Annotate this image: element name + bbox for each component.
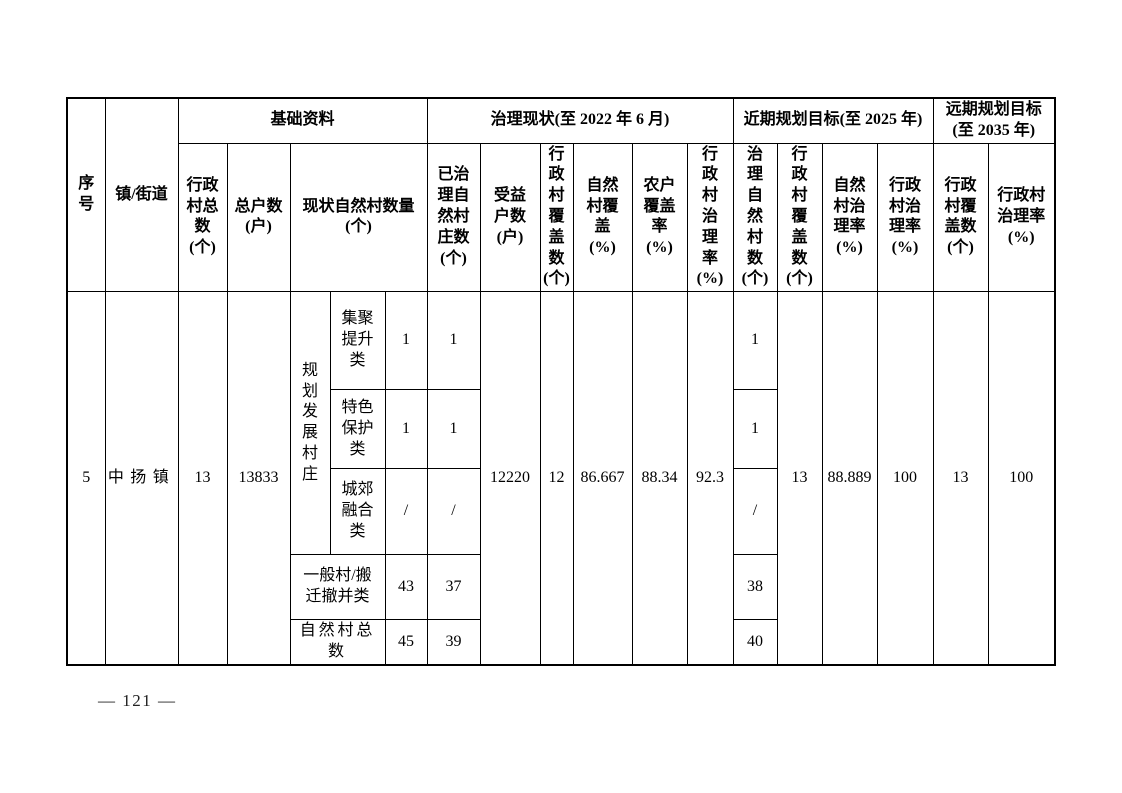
header-near-treated-natural: 治 理 自 然 村 数 (个) bbox=[732, 142, 778, 293]
cell-admin-covered: 12 bbox=[539, 291, 574, 666]
header-household-coverage-pct: 农户 覆盖 率 (%) bbox=[631, 142, 688, 293]
header-total-households: 总户数 (户) bbox=[226, 142, 291, 293]
header-group-status-2022: 治理现状(至 2022 年 6 月) bbox=[426, 97, 734, 144]
cell-category-special: 特色 保护 类 bbox=[329, 389, 386, 470]
cell-treated-count: 1 bbox=[426, 291, 481, 391]
cell-near-target: 38 bbox=[732, 554, 778, 621]
cell-households: 13833 bbox=[226, 291, 291, 666]
header-near-admin-rate: 行政 村治 理率 (%) bbox=[876, 142, 934, 293]
village-governance-table: 序 号 镇/街道 基础资料 治理现状(至 2022 年 6 月) 近期规划目标(… bbox=[66, 97, 1056, 666]
cell-near-target: 1 bbox=[732, 291, 778, 391]
page-number: — 121 — bbox=[98, 691, 177, 710]
cell-category-count: 43 bbox=[384, 554, 428, 621]
cell-category-count: 1 bbox=[384, 291, 428, 391]
header-current-natural-villages: 现状自然村数量 (个) bbox=[289, 142, 428, 293]
header-serial: 序 号 bbox=[66, 97, 106, 293]
cell-near-natural-rate: 88.889 bbox=[821, 291, 878, 666]
cell-town: 中扬镇 bbox=[104, 291, 179, 666]
header-natural-coverage-pct: 自然 村覆 盖 (%) bbox=[572, 142, 633, 293]
cell-near-admin-rate: 100 bbox=[876, 291, 934, 666]
cell-natural-coverage: 86.667 bbox=[572, 291, 633, 666]
header-group-long-term-2035: 远期规划目标 (至 2035 年) bbox=[932, 97, 1056, 144]
cell-natural-village-total-label: 自然村总数 bbox=[289, 619, 386, 666]
cell-treated-count: 39 bbox=[426, 619, 481, 666]
cell-treated-count: / bbox=[426, 468, 481, 556]
cell-category-count: 45 bbox=[384, 619, 428, 666]
cell-planned-villages-label: 规 划 发 展 村 庄 bbox=[289, 291, 331, 556]
cell-near-admin-covered: 13 bbox=[776, 291, 823, 666]
header-near-admin-covered: 行 政 村 覆 盖 数 (个) bbox=[776, 142, 823, 293]
cell-treated-count: 37 bbox=[426, 554, 481, 621]
cell-admin-total: 13 bbox=[177, 291, 228, 666]
header-far-admin-covered: 行政 村覆 盖数 (个) bbox=[932, 142, 989, 293]
cell-treated-count: 1 bbox=[426, 389, 481, 470]
cell-category-cluster: 集聚 提升 类 bbox=[329, 291, 386, 391]
cell-admin-treatment-rate: 92.3 bbox=[686, 291, 734, 666]
cell-far-admin-covered: 13 bbox=[932, 291, 989, 666]
cell-near-target: / bbox=[732, 468, 778, 556]
cell-far-admin-rate: 100 bbox=[987, 291, 1056, 666]
cell-near-target: 40 bbox=[732, 619, 778, 666]
cell-beneficiary-households: 12220 bbox=[479, 291, 541, 666]
cell-category-count: 1 bbox=[384, 389, 428, 470]
header-group-basic-info: 基础资料 bbox=[177, 97, 428, 144]
header-treated-natural-villages: 已治 理自 然村 庄数 (个) bbox=[426, 142, 481, 293]
cell-near-target: 1 bbox=[732, 389, 778, 470]
cell-serial: 5 bbox=[66, 291, 106, 666]
cell-category-suburban: 城郊 融合 类 bbox=[329, 468, 386, 556]
cell-category-count: / bbox=[384, 468, 428, 556]
header-group-near-term-2025: 近期规划目标(至 2025 年) bbox=[732, 97, 934, 144]
cell-household-coverage: 88.34 bbox=[631, 291, 688, 666]
header-admin-village-total: 行政 村总 数 (个) bbox=[177, 142, 228, 293]
header-near-natural-rate: 自然 村治 理率 (%) bbox=[821, 142, 878, 293]
cell-category-general-relocation: 一般村/搬 迁撤并类 bbox=[289, 554, 386, 621]
header-town: 镇/街道 bbox=[104, 97, 179, 293]
header-beneficiary-households: 受益 户数 (户) bbox=[479, 142, 541, 293]
header-admin-covered-count: 行 政 村 覆 盖 数 (个) bbox=[539, 142, 574, 293]
header-far-admin-rate: 行政村 治理率 (%) bbox=[987, 142, 1056, 293]
header-admin-treatment-rate: 行 政 村 治 理 率 (%) bbox=[686, 142, 734, 293]
